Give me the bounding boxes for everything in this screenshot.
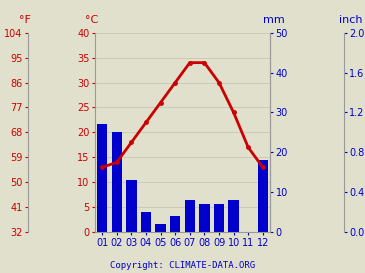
- Bar: [141, 212, 151, 232]
- Bar: [126, 180, 137, 232]
- Bar: [228, 200, 239, 232]
- Bar: [112, 132, 122, 232]
- Bar: [214, 204, 224, 232]
- Bar: [170, 216, 180, 232]
- Text: mm: mm: [263, 14, 285, 25]
- Text: °C: °C: [85, 14, 98, 25]
- Bar: [97, 124, 107, 232]
- Bar: [155, 224, 166, 232]
- Text: Copyright: CLIMATE-DATA.ORG: Copyright: CLIMATE-DATA.ORG: [110, 261, 255, 270]
- Bar: [199, 204, 210, 232]
- Bar: [185, 200, 195, 232]
- Bar: [258, 160, 268, 232]
- Text: °F: °F: [19, 14, 31, 25]
- Text: inch: inch: [339, 14, 363, 25]
